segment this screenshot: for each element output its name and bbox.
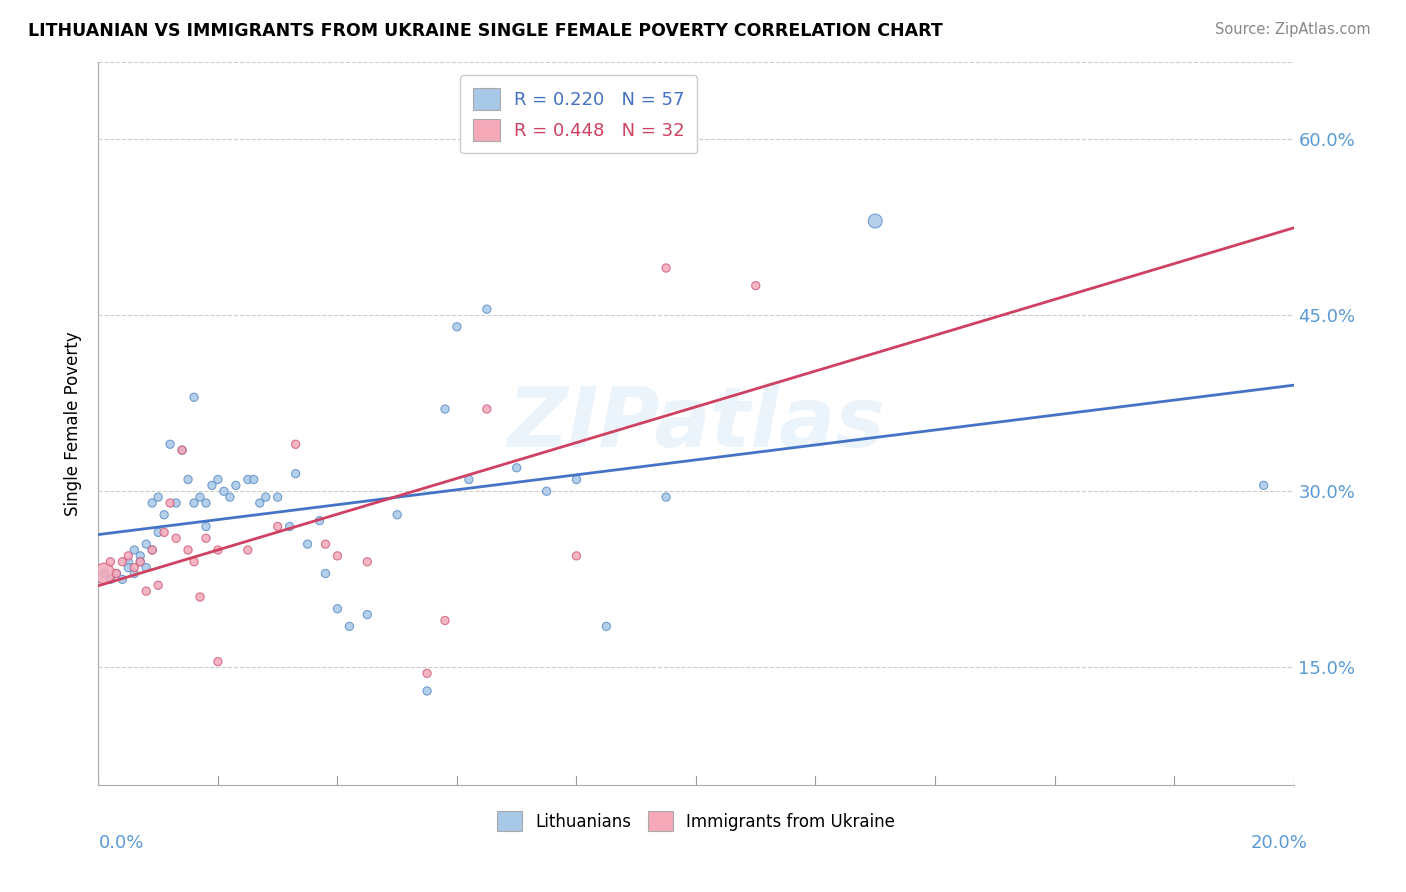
Point (595, 619, 617, 633)
Point (308, 514, 330, 528)
Point (153, 508, 176, 522)
Point (135, 584, 157, 599)
Point (207, 655, 229, 669)
Point (254, 490, 277, 504)
Point (183, 390, 205, 404)
Point (195, 531, 218, 545)
Point (434, 402, 457, 417)
Point (201, 478, 224, 492)
Y-axis label: Single Female Poverty: Single Female Poverty (65, 332, 83, 516)
Point (177, 473, 200, 487)
Point (177, 543, 200, 558)
Point (297, 537, 319, 551)
Point (117, 560, 139, 574)
Point (326, 549, 349, 563)
Point (141, 543, 163, 558)
Point (236, 473, 259, 487)
Point (212, 484, 235, 499)
Point (111, 555, 134, 569)
Point (148, 490, 170, 504)
Point (236, 543, 259, 558)
Point (356, 555, 378, 569)
Point (446, 319, 468, 334)
Point (111, 573, 134, 587)
Point (153, 525, 176, 540)
Point (278, 519, 301, 533)
Point (159, 437, 181, 451)
Point (315, 537, 337, 551)
Point (172, 443, 194, 458)
Point (195, 496, 218, 510)
Point (416, 684, 439, 698)
Point (458, 473, 481, 487)
Point (326, 601, 349, 615)
Point (284, 437, 307, 451)
Text: 20.0%: 20.0% (1251, 834, 1308, 852)
Point (129, 555, 152, 569)
Point (165, 496, 187, 510)
Point (98, 555, 122, 569)
Point (141, 496, 163, 510)
Point (165, 531, 187, 545)
Text: ZIPatlas: ZIPatlas (508, 384, 884, 464)
Point (416, 666, 439, 681)
Point (93, 566, 115, 581)
Point (536, 484, 558, 499)
Point (655, 260, 678, 275)
Point (129, 549, 152, 563)
Point (172, 443, 194, 458)
Point (129, 555, 152, 569)
Point (117, 555, 139, 569)
Point (434, 614, 457, 628)
Point (356, 607, 378, 622)
Point (183, 496, 205, 510)
Point (249, 496, 271, 510)
Point (267, 490, 290, 504)
Point (243, 473, 266, 487)
Point (124, 566, 146, 581)
Point (284, 467, 307, 481)
Point (219, 490, 242, 504)
Point (225, 478, 247, 492)
Point (117, 549, 139, 563)
Point (315, 566, 337, 581)
Point (267, 519, 290, 533)
Text: Source: ZipAtlas.com: Source: ZipAtlas.com (1215, 22, 1371, 37)
Text: 0.0%: 0.0% (98, 834, 143, 852)
Point (865, 214, 887, 228)
Point (183, 555, 205, 569)
Point (141, 543, 163, 558)
Point (506, 460, 529, 475)
Point (124, 560, 146, 574)
Point (188, 490, 211, 504)
Legend: Lithuanians, Immigrants from Ukraine: Lithuanians, Immigrants from Ukraine (491, 805, 901, 838)
Point (565, 473, 588, 487)
Point (124, 543, 146, 558)
Point (339, 619, 361, 633)
Point (188, 590, 211, 604)
Text: LITHUANIAN VS IMMIGRANTS FROM UKRAINE SINGLE FEMALE POVERTY CORRELATION CHART: LITHUANIAN VS IMMIGRANTS FROM UKRAINE SI… (28, 22, 943, 40)
Point (565, 549, 588, 563)
Point (655, 490, 678, 504)
Point (207, 473, 229, 487)
Point (93, 566, 115, 581)
Point (105, 566, 128, 581)
Point (475, 302, 498, 317)
Point (385, 508, 409, 522)
Point (135, 560, 157, 574)
Point (159, 496, 181, 510)
Point (148, 525, 170, 540)
Point (98, 573, 122, 587)
Point (207, 543, 229, 558)
Point (745, 278, 768, 293)
Point (105, 566, 128, 581)
Point (475, 402, 498, 417)
Point (135, 537, 157, 551)
Point (1253, 478, 1275, 492)
Point (148, 578, 170, 592)
Point (195, 519, 218, 533)
